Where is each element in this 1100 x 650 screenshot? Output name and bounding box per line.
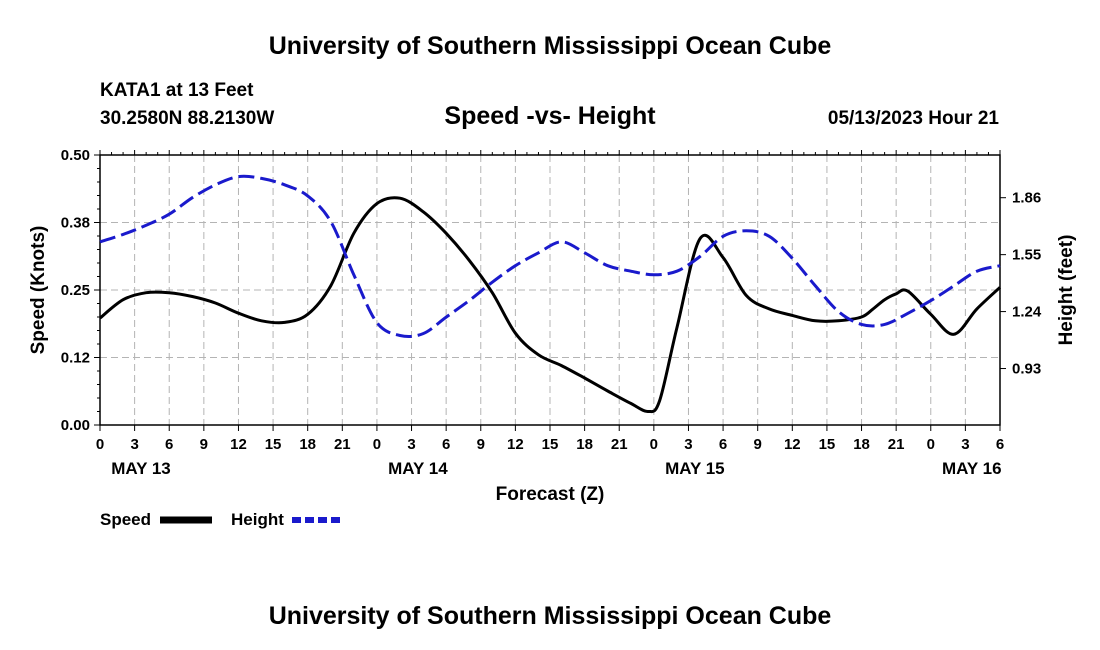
x-tick-label: 18 [853, 436, 870, 453]
x-tick-label: 21 [334, 436, 351, 453]
x-tick-label: 21 [611, 436, 628, 453]
x-tick-label: 9 [200, 436, 208, 453]
x-date-label: MAY 14 [388, 459, 448, 478]
x-tick-label: 18 [299, 436, 316, 453]
x-tick-label: 21 [888, 436, 905, 453]
y2-tick-label: 1.55 [1012, 247, 1041, 264]
y2-tick-label: 1.24 [1012, 304, 1042, 321]
legend-speed-label: Speed [100, 510, 151, 529]
axis-tick-labels: 0 3 6 9 12 15 18 21 0 3 6 9 12 15 18 21 0 3 6 9 12 15 18 21 0 3 6 M… [61, 147, 1042, 478]
x-date-label: MAY 15 [665, 459, 725, 478]
y2-tick-label: 0.93 [1012, 361, 1041, 378]
y2-axis-label: Height (feet) [1056, 235, 1077, 346]
y-axis-label: Speed (Knots) [28, 226, 49, 355]
x-tick-label: 0 [650, 436, 658, 453]
x-date-label: MAY 13 [111, 459, 171, 478]
legend: Speed Height [100, 510, 343, 529]
x-tick-label: 9 [477, 436, 485, 453]
x-tick-label: 15 [542, 436, 559, 453]
grid-lines [100, 155, 1000, 425]
x-date-label: MAY 16 [942, 459, 1002, 478]
y-tick-label: 0.25 [61, 282, 90, 299]
x-tick-label: 3 [961, 436, 969, 453]
coordinates-label: 30.2580N 88.2130W [100, 108, 274, 129]
x-tick-label: 3 [407, 436, 415, 453]
axis-ticks [94, 150, 1006, 431]
legend-height-label: Height [231, 510, 284, 529]
forecast-timestamp: 05/13/2023 Hour 21 [828, 108, 1000, 129]
x-tick-label: 6 [996, 436, 1004, 453]
x-tick-label: 15 [819, 436, 836, 453]
y-tick-label: 0.50 [61, 147, 90, 164]
x-tick-label: 18 [576, 436, 593, 453]
x-tick-label: 3 [130, 436, 138, 453]
x-tick-label: 12 [784, 436, 801, 453]
station-label: KATA1 at 13 Feet [100, 80, 254, 101]
y-tick-label: 0.12 [61, 350, 90, 367]
x-tick-label: 0 [96, 436, 104, 453]
x-tick-label: 6 [165, 436, 173, 453]
page-title: University of Southern Mississippi Ocean… [269, 32, 832, 60]
footer-title: University of Southern Mississippi Ocean… [269, 602, 832, 630]
x-tick-label: 3 [684, 436, 692, 453]
y2-tick-label: 1.86 [1012, 190, 1041, 207]
x-tick-label: 0 [927, 436, 935, 453]
series-lines [99, 174, 1002, 414]
x-tick-label: 9 [754, 436, 762, 453]
x-axis-label: Forecast (Z) [496, 484, 605, 505]
x-tick-label: 6 [442, 436, 450, 453]
y-tick-label: 0.38 [61, 215, 90, 232]
chart-title: Speed -vs- Height [444, 102, 656, 130]
height-series-line [99, 174, 1001, 339]
x-tick-label: 12 [230, 436, 247, 453]
speed-series-line [99, 196, 1002, 414]
x-tick-label: 6 [719, 436, 727, 453]
x-tick-label: 0 [373, 436, 381, 453]
x-tick-label: 12 [507, 436, 524, 453]
x-tick-label: 15 [265, 436, 282, 453]
y-tick-label: 0.00 [61, 417, 90, 434]
